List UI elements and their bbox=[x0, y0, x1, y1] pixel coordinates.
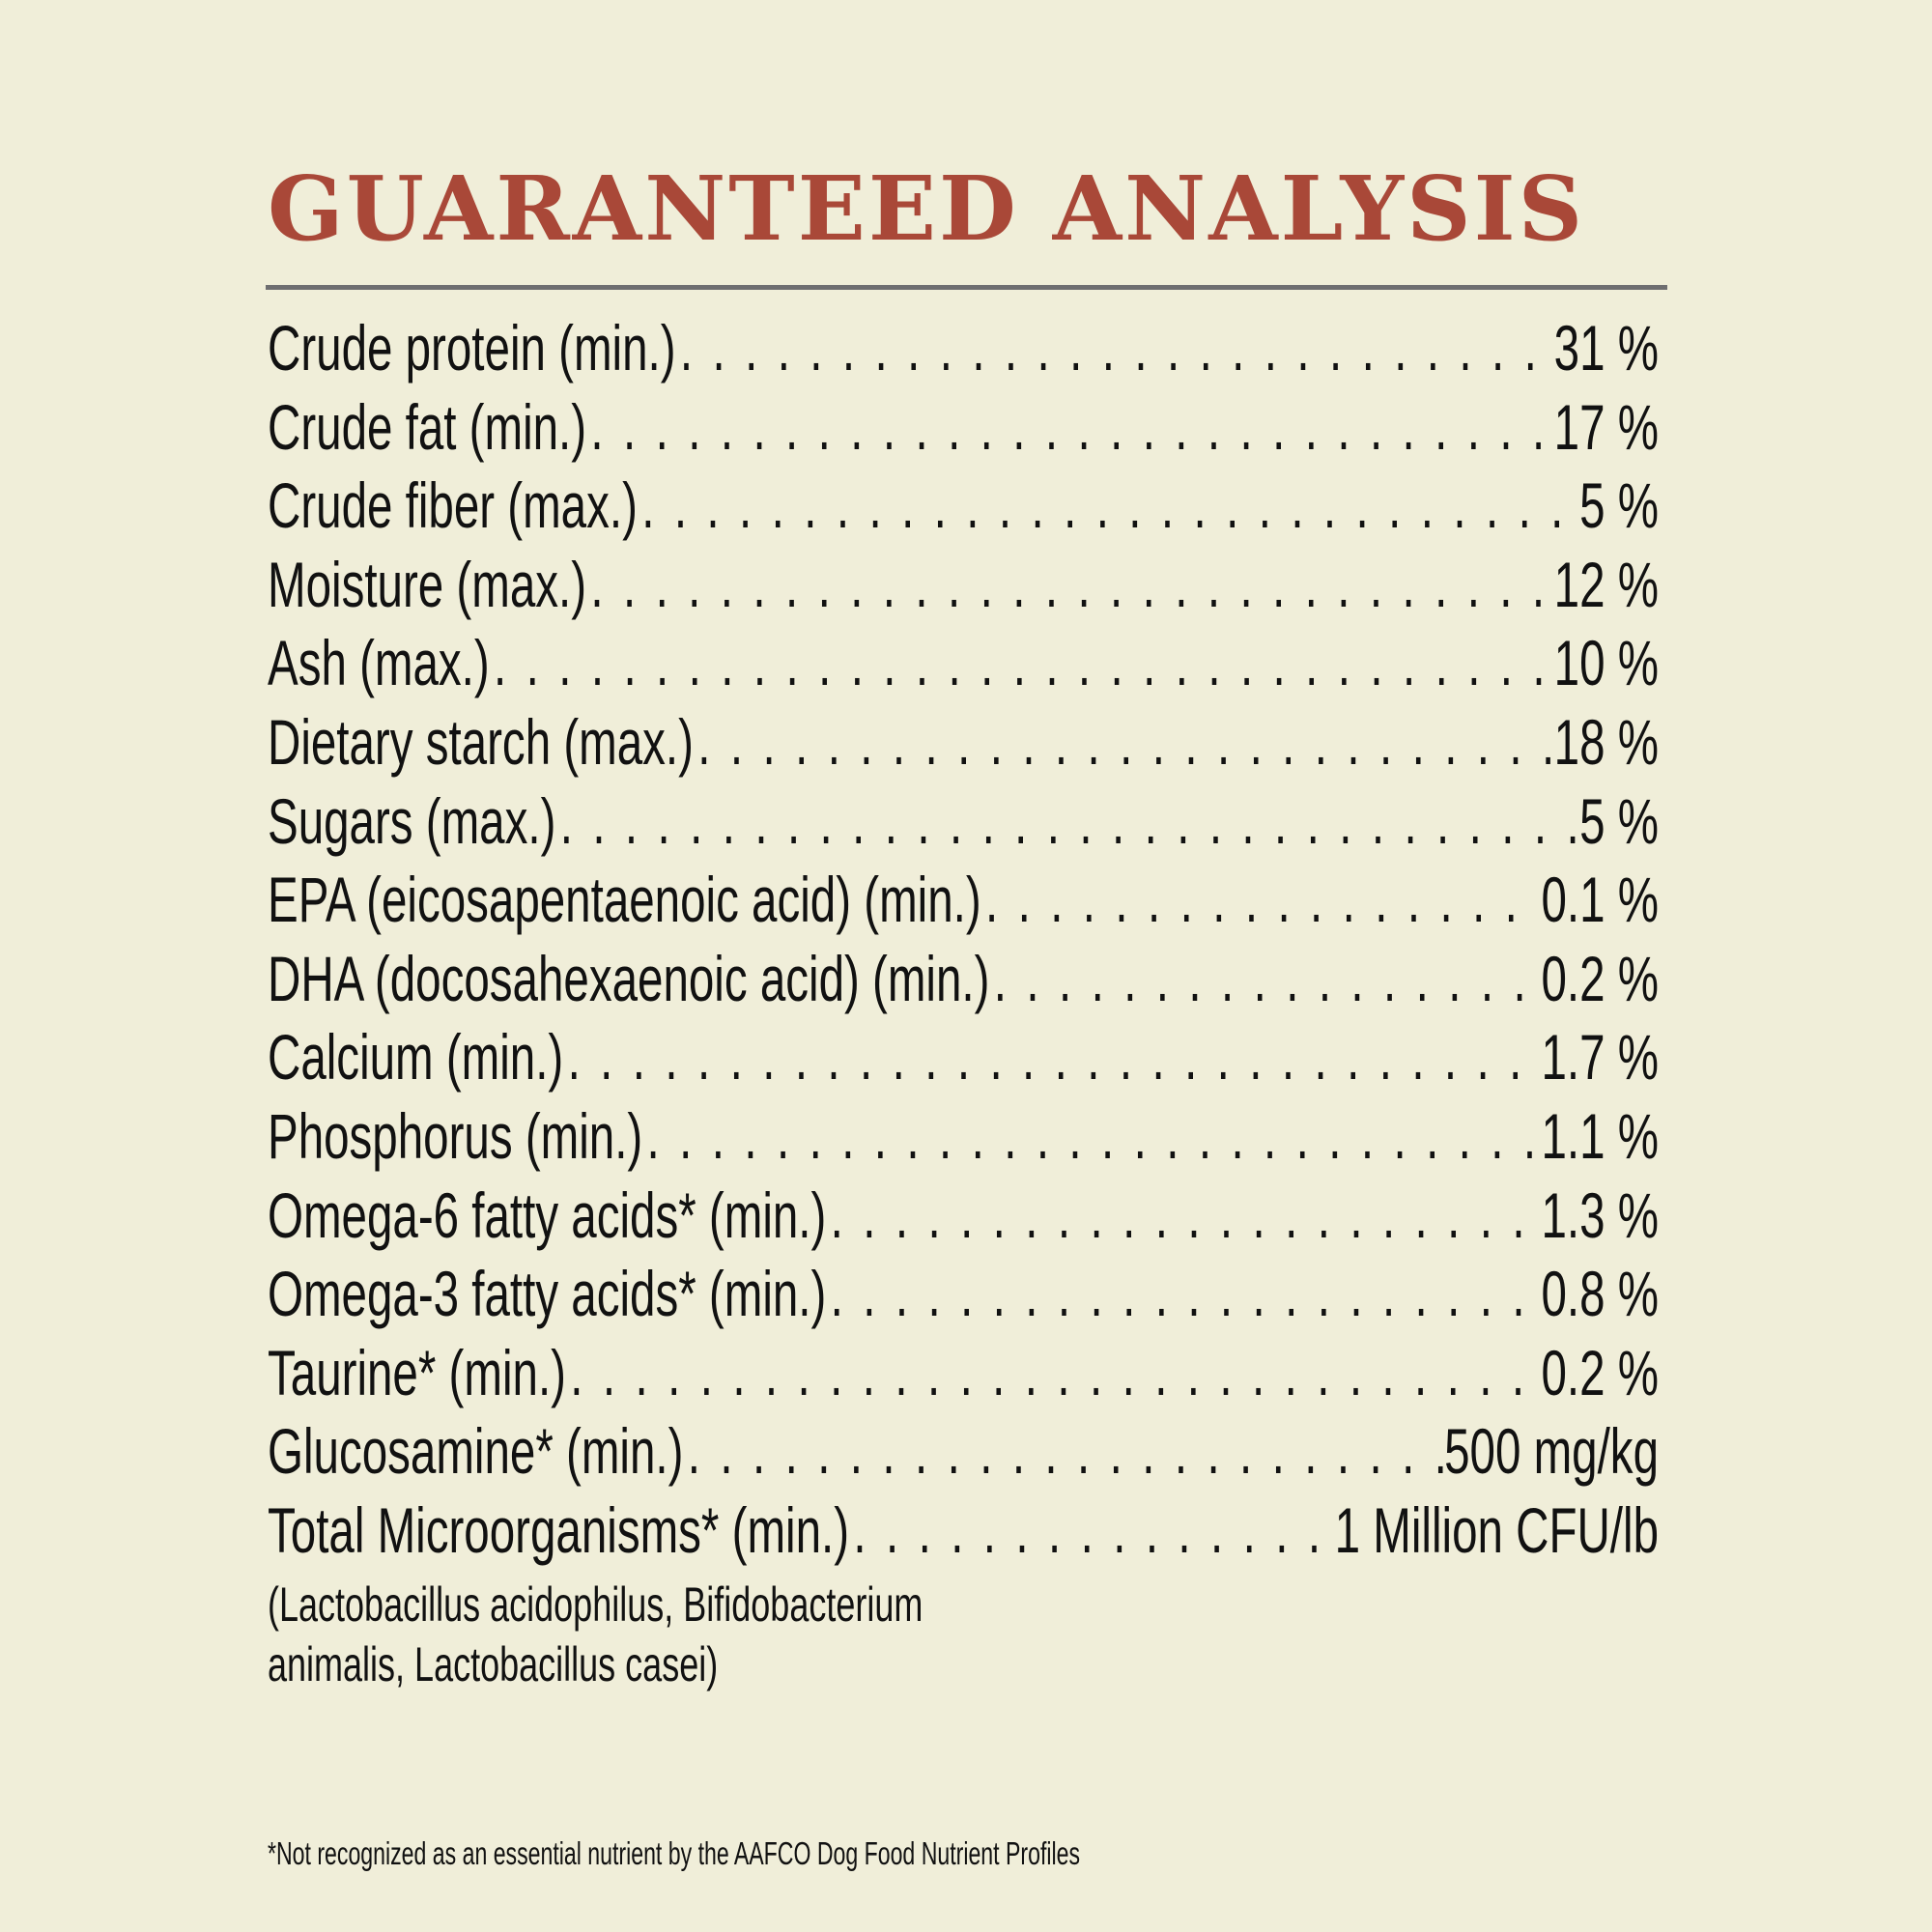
dot-leader bbox=[586, 546, 1554, 625]
nutrient-value: 500 mg/kg bbox=[1444, 1415, 1659, 1488]
nutrient-value: 17 % bbox=[1553, 390, 1659, 463]
analysis-row: Crude fiber (max.) 5 % bbox=[268, 467, 1659, 546]
nutrient-label: Moisture (max.) bbox=[268, 548, 587, 620]
dot-leader bbox=[638, 467, 1579, 546]
analysis-row: Total Microorganisms* (min.) 1 Million CF… bbox=[268, 1492, 1659, 1571]
dot-leader bbox=[642, 1097, 1541, 1177]
dot-leader bbox=[490, 624, 1554, 703]
nutrient-value: 5 % bbox=[1579, 784, 1659, 857]
nutrient-label: Taurine* (min.) bbox=[268, 1336, 566, 1408]
microorganisms-note-line: (Lactobacillus acidophilus, Bifidobacter… bbox=[268, 1577, 923, 1632]
nutrient-value: 5 % bbox=[1579, 469, 1659, 542]
nutrient-value: 1.7 % bbox=[1541, 1021, 1659, 1094]
nutrient-label: Ash (max.) bbox=[268, 627, 490, 699]
analysis-table: Crude protein (min.)31 %Crude fat (min.)… bbox=[268, 309, 1659, 1694]
nutrient-label: Sugars (max.) bbox=[268, 784, 556, 857]
dot-leader bbox=[981, 861, 1542, 940]
nutrient-label: Calcium (min.) bbox=[268, 1021, 564, 1094]
nutrient-value: 1 Million CFU/lb bbox=[1334, 1493, 1659, 1566]
dot-leader bbox=[566, 1334, 1541, 1413]
analysis-row: Ash (max.) 10 % bbox=[268, 624, 1659, 703]
nutrient-label: Crude protein (min.) bbox=[268, 312, 676, 384]
analysis-row: Omega-6 fatty acids* (min.) 1.3 % bbox=[268, 1177, 1659, 1256]
nutrient-label: Total Microorganisms* (min.) bbox=[268, 1493, 850, 1566]
nutrient-label: Omega-3 fatty acids* (min.) bbox=[268, 1258, 827, 1330]
footnote: *Not recognized as an essential nutrient… bbox=[268, 1835, 1081, 1871]
analysis-row: Glucosamine* (min.) 500 mg/kg bbox=[268, 1412, 1659, 1492]
analysis-row: DHA (docosahexaenoic acid) (min.) 0.2 % bbox=[268, 940, 1659, 1019]
nutrient-value: 0.1 % bbox=[1541, 864, 1659, 936]
nutrient-value: 0.8 % bbox=[1541, 1258, 1659, 1330]
analysis-row: Moisture (max.) 12 % bbox=[268, 546, 1659, 625]
dot-leader bbox=[683, 1412, 1444, 1492]
nutrient-value: 12 % bbox=[1553, 548, 1659, 620]
nutrient-value: 1.3 % bbox=[1541, 1179, 1659, 1251]
dot-leader bbox=[826, 1255, 1541, 1334]
nutrient-value: 0.2 % bbox=[1541, 942, 1659, 1014]
analysis-row: Dietary starch (max.) 18 % bbox=[268, 703, 1659, 782]
analysis-row: Sugars (max.) 5 % bbox=[268, 782, 1659, 862]
analysis-row: EPA (eicosapentaenoic acid) (min.) 0.1 % bbox=[268, 861, 1659, 940]
nutrient-value: 18 % bbox=[1553, 705, 1659, 778]
nutrient-label: Phosphorus (min.) bbox=[268, 1099, 643, 1172]
nutrient-value: 1.1 % bbox=[1541, 1099, 1659, 1172]
dot-leader bbox=[586, 388, 1554, 468]
dot-leader bbox=[694, 703, 1554, 782]
dot-leader bbox=[849, 1492, 1335, 1571]
analysis-row: Crude protein (min.) 31 % bbox=[268, 309, 1659, 388]
dot-leader bbox=[563, 1018, 1541, 1097]
nutrient-label: EPA (eicosapentaenoic acid) (min.) bbox=[268, 864, 981, 936]
nutrient-value: 10 % bbox=[1553, 627, 1659, 699]
microorganisms-note-line: animalis, Lactobacillus casei) bbox=[268, 1636, 719, 1691]
nutrient-value: 0.2 % bbox=[1541, 1336, 1659, 1408]
nutrient-label: Dietary starch (max.) bbox=[268, 705, 694, 778]
nutrient-value: 31 % bbox=[1553, 312, 1659, 384]
nutrient-label: DHA (docosahexaenoic acid) (min.) bbox=[268, 942, 990, 1014]
analysis-row: Crude fat (min.) 17 % bbox=[268, 388, 1659, 468]
dot-leader bbox=[555, 782, 1579, 862]
nutrient-label: Crude fat (min.) bbox=[268, 390, 587, 463]
dot-leader bbox=[989, 940, 1541, 1019]
page-title: GUARANTEED ANALYSIS bbox=[268, 156, 1586, 261]
nutrient-label: Glucosamine* (min.) bbox=[268, 1415, 684, 1488]
dot-leader bbox=[676, 309, 1554, 388]
analysis-row: Omega-3 fatty acids* (min.) 0.8 % bbox=[268, 1255, 1659, 1334]
analysis-row: Calcium (min.) 1.7 % bbox=[268, 1018, 1659, 1097]
dot-leader bbox=[826, 1177, 1541, 1256]
nutrient-label: Omega-6 fatty acids* (min.) bbox=[268, 1179, 827, 1251]
analysis-row: Phosphorus (min.) 1.1 % bbox=[268, 1097, 1659, 1177]
nutrient-label: Crude fiber (max.) bbox=[268, 469, 638, 542]
title-divider bbox=[266, 285, 1667, 290]
analysis-row: Taurine* (min.) 0.2 % bbox=[268, 1334, 1659, 1413]
